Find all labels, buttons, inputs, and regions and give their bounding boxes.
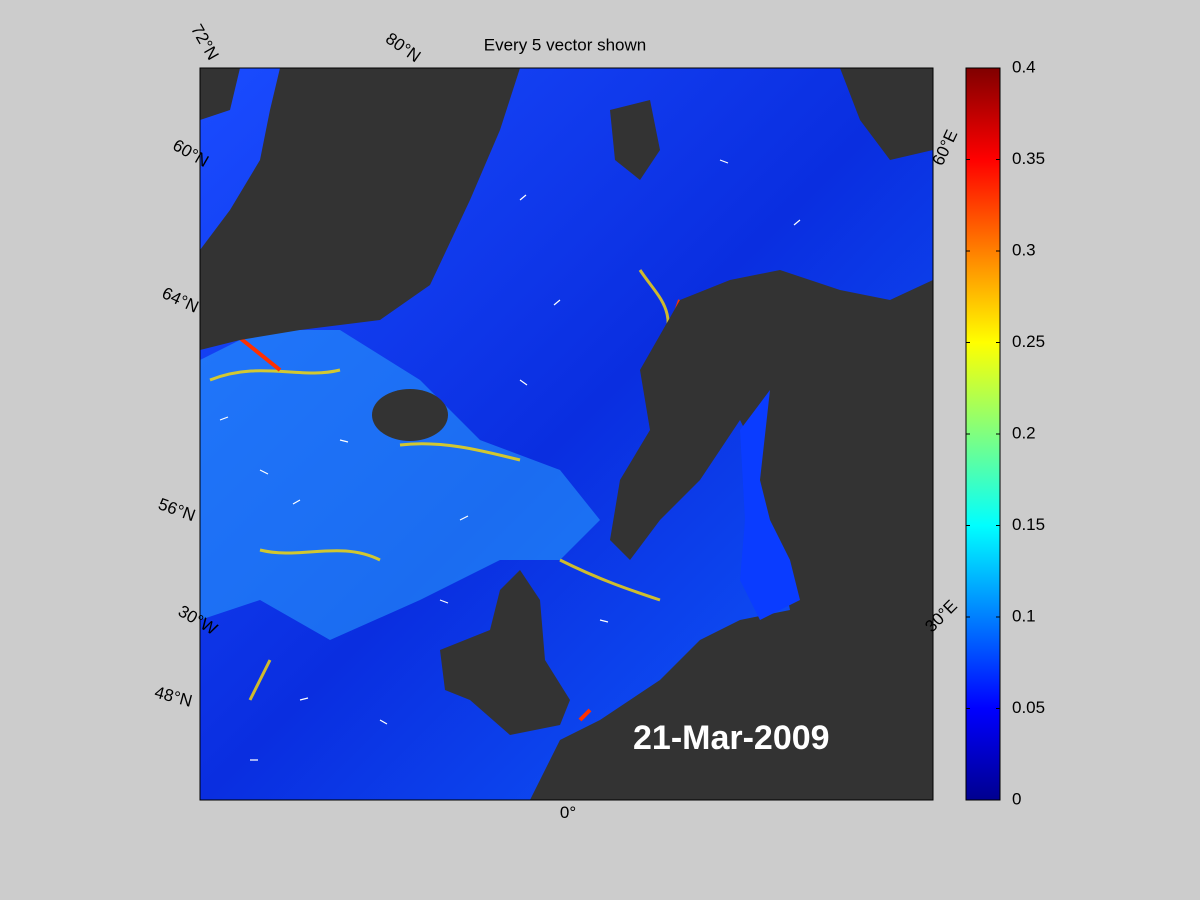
map-title: Every 5 vector shown [484,35,647,54]
date-label: 21-Mar-2009 [633,719,830,757]
colorbar: 0 0.05 0.1 0.15 0.2 0.25 0.3 0.35 0.4 [965,57,1045,808]
plot-frame [199,67,934,801]
graticule-label: 0° [560,803,576,822]
current-vector [219,159,801,761]
land-greenland [200,68,520,350]
colorbar-tick-label: 0.25 [1012,332,1045,351]
colorbar-tick-label: 0.35 [1012,149,1045,168]
colorbar-tick-label: 0.05 [1012,698,1045,717]
ocean-current-zone [200,330,600,640]
colorbar-tick-label: 0.4 [1012,57,1036,76]
colorbar-tick-label: 0.15 [1012,515,1045,534]
colorbar-tick-label: 0 [1012,789,1021,808]
land-svalbard [610,100,660,180]
colorbar-scale [965,67,1001,801]
land [200,68,240,120]
land-british-isles [440,570,570,735]
baltic-sea [740,390,800,620]
colorbar-tick-label: 0.1 [1012,606,1036,625]
land-iceland [372,389,448,441]
colorbar-tick-label: 0.2 [1012,423,1036,442]
land-scandinavia-europe [530,270,933,800]
land-arctic [840,68,933,160]
colorbar-tick-label: 0.3 [1012,240,1036,259]
map-plot: 21-Mar-2009 [200,68,933,800]
